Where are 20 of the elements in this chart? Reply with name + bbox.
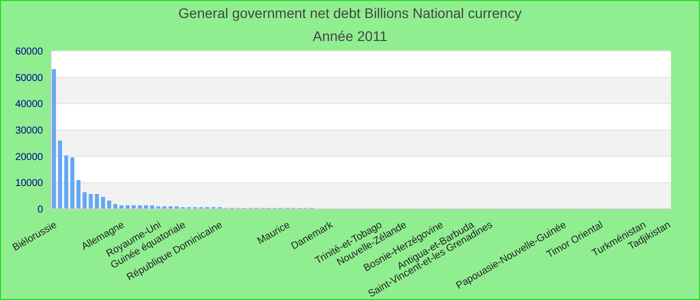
bar [94, 194, 99, 209]
y-tick-label: 50000 [15, 72, 44, 84]
y-tick-label: 40000 [15, 99, 44, 110]
bar [76, 180, 80, 209]
y-tick-label: 0 [37, 204, 44, 216]
bar [70, 157, 74, 209]
bar [64, 156, 68, 209]
bar [88, 194, 93, 209]
y-tick-label: 10000 [15, 178, 44, 190]
y-tick-label: 60000 [15, 46, 44, 58]
y-tick-label: 30000 [15, 126, 44, 137]
bar [58, 140, 62, 209]
bar [113, 204, 118, 209]
chart-subtitle: Année 2011 [312, 27, 388, 45]
bar [107, 200, 112, 209]
y-tick-label: 20000 [15, 152, 44, 163]
chart-title: General government net debt Billions National currency [177, 4, 523, 22]
bar [52, 69, 56, 209]
bar [101, 196, 106, 209]
bar [82, 192, 87, 209]
